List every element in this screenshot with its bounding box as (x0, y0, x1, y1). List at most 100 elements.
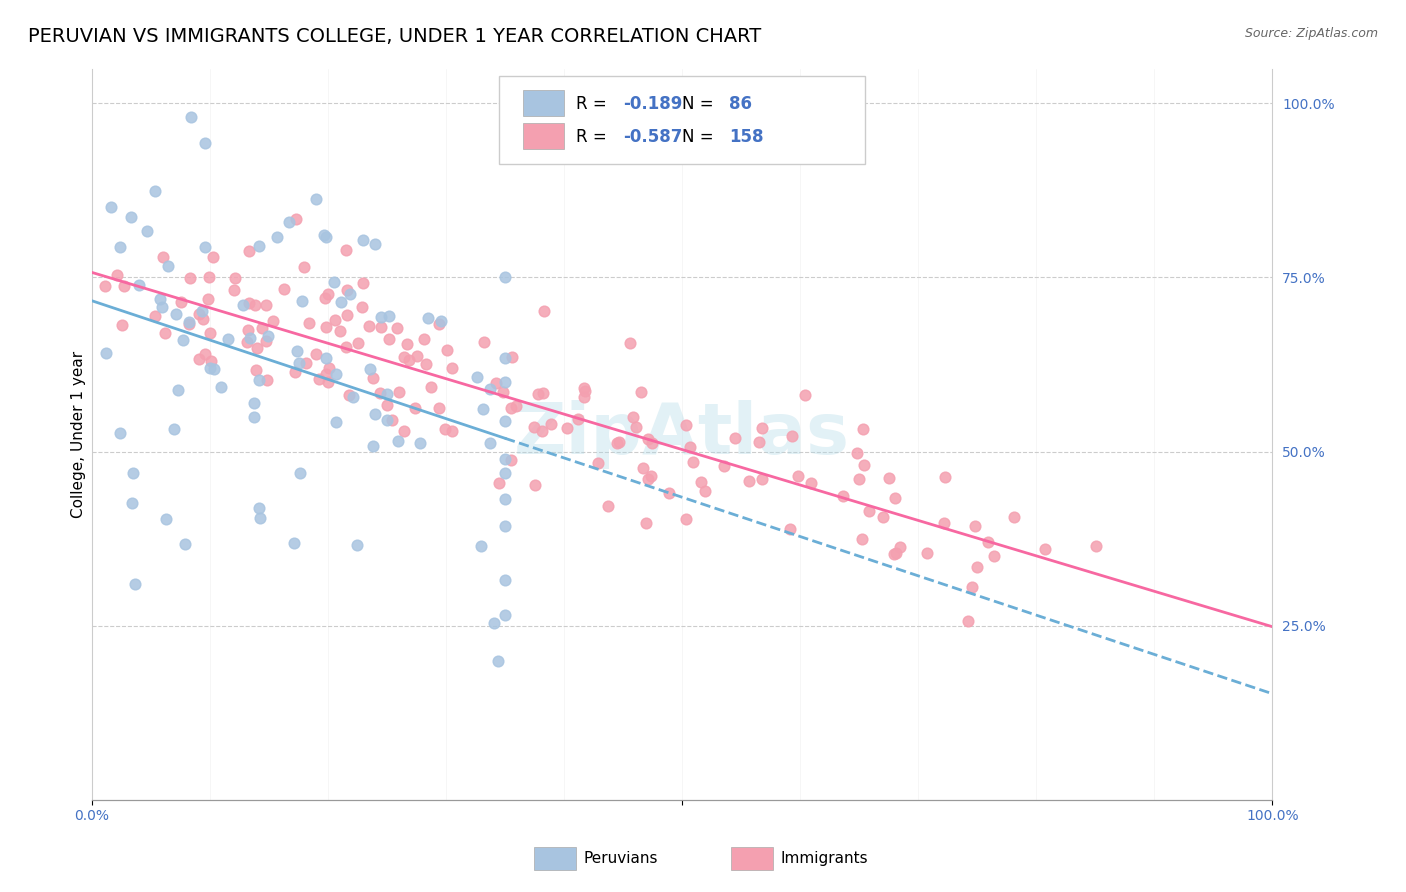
Point (316, 375, 339, 389)
Point (658, 485, 681, 500)
Point (335, 243, 357, 257)
Point (305, 347, 328, 361)
Point (499, 401, 522, 416)
Point (325, 415, 347, 429)
Point (179, 315, 201, 329)
Point (361, 439, 384, 453)
Point (567, 412, 589, 426)
Point (440, 424, 463, 438)
Point (256, 334, 278, 349)
Point (315, 351, 337, 365)
Point (329, 324, 352, 338)
Point (357, 318, 380, 333)
Point (966, 560, 988, 574)
Point (375, 387, 398, 401)
Point (352, 300, 374, 314)
Point (179, 317, 201, 331)
Point (415, 357, 437, 371)
Point (523, 420, 546, 434)
Point (257, 329, 280, 343)
FancyBboxPatch shape (499, 76, 865, 163)
Point (292, 260, 315, 274)
Point (346, 335, 368, 350)
Point (152, 250, 174, 264)
Point (682, 455, 704, 469)
Point (247, 238, 270, 252)
Point (191, 303, 214, 318)
Point (283, 536, 305, 550)
Point (526, 387, 548, 401)
Point (250, 321, 273, 335)
Point (695, 483, 717, 498)
Point (530, 424, 553, 438)
Point (150, 300, 173, 314)
Point (494, 375, 516, 389)
Point (427, 401, 450, 415)
Y-axis label: College, Under 1 year: College, Under 1 year (72, 351, 86, 517)
Point (631, 460, 654, 475)
Point (198, 269, 221, 284)
Point (420, 380, 443, 394)
Point (533, 303, 555, 318)
Point (318, 361, 340, 376)
Point (963, 519, 986, 533)
Point (352, 233, 374, 247)
Point (883, 547, 905, 561)
Point (621, 409, 644, 424)
Point (246, 341, 269, 355)
Point (316, 286, 339, 301)
Point (243, 298, 266, 312)
Text: Peruvians: Peruvians (583, 852, 658, 866)
Point (166, 383, 188, 397)
Point (108, 240, 131, 254)
Point (247, 373, 270, 387)
Point (494, 574, 516, 588)
Point (877, 471, 900, 485)
FancyBboxPatch shape (523, 90, 564, 116)
Text: R =: R = (576, 95, 612, 112)
Point (889, 540, 911, 554)
Point (342, 390, 364, 404)
Point (239, 331, 262, 345)
Text: -0.189: -0.189 (623, 95, 682, 112)
Point (381, 413, 404, 427)
Point (505, 400, 527, 414)
Point (247, 500, 270, 515)
Point (124, 577, 146, 591)
Point (243, 410, 266, 425)
Point (284, 211, 307, 226)
Point (634, 516, 657, 530)
Point (245, 362, 267, 376)
Point (200, 361, 222, 376)
Text: Immigrants: Immigrants (780, 852, 868, 866)
Point (465, 370, 488, 384)
Point (194, 240, 217, 254)
Text: N =: N = (682, 95, 718, 112)
Point (574, 384, 596, 399)
Point (337, 388, 360, 402)
Point (370, 310, 392, 324)
Point (555, 421, 578, 435)
Point (180, 110, 202, 124)
Point (934, 469, 956, 483)
Point (120, 210, 142, 224)
Point (858, 504, 880, 518)
Point (394, 350, 416, 364)
Point (112, 279, 135, 293)
Point (111, 318, 134, 332)
Point (254, 298, 277, 312)
Point (172, 333, 194, 347)
Point (917, 546, 939, 560)
Point (607, 435, 630, 450)
Point (572, 390, 595, 404)
Point (346, 538, 368, 552)
Point (934, 516, 956, 530)
Text: -0.587: -0.587 (623, 128, 682, 145)
Point (325, 367, 347, 381)
Point (637, 432, 659, 446)
Text: PERUVIAN VS IMMIGRANTS COLLEGE, UNDER 1 YEAR CORRELATION CHART: PERUVIAN VS IMMIGRANTS COLLEGE, UNDER 1 … (28, 27, 762, 45)
Point (983, 549, 1005, 563)
Point (201, 251, 224, 265)
Point (679, 440, 702, 454)
Point (588, 456, 610, 470)
